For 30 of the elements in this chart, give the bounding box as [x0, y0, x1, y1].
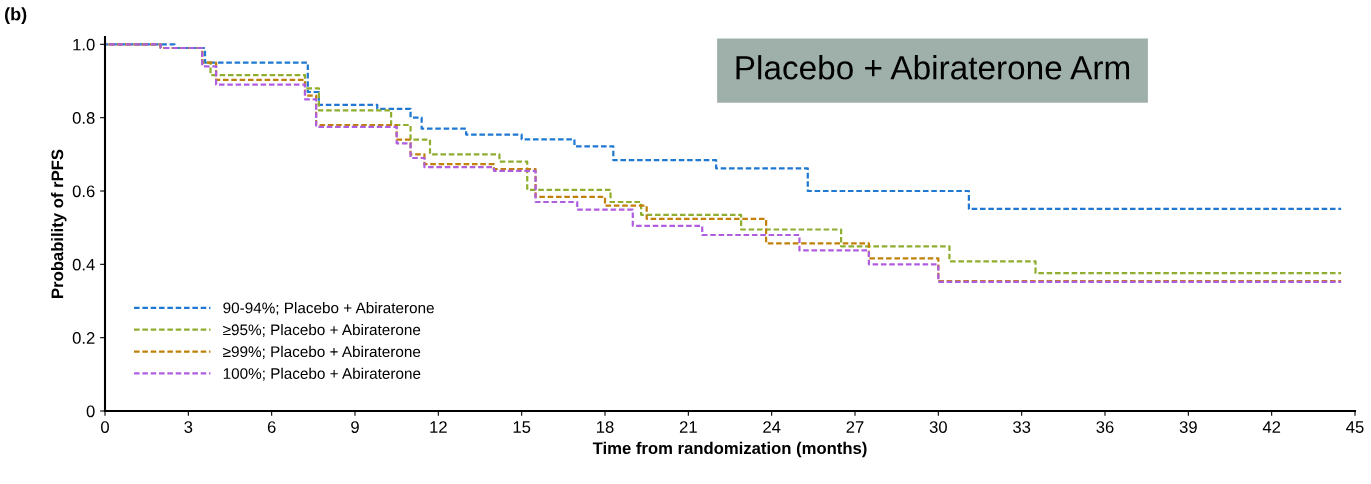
x-tick-label: 0: [101, 421, 109, 433]
y-tick-label: 0.6: [72, 185, 95, 198]
x-tick-label: 30: [929, 421, 947, 433]
x-tick-label: 3: [184, 421, 193, 433]
x-tick-label: 6: [267, 421, 276, 433]
x-tick-label: 15: [513, 421, 531, 433]
x-tick-label: 27: [846, 421, 864, 433]
x-tick-label: 21: [679, 421, 697, 433]
legend-label: ≥99%; Placebo + Abiraterone: [223, 345, 421, 359]
y-tick-label: 0.2: [72, 332, 95, 344]
text: (b): [5, 7, 27, 25]
x-tick-label: 18: [597, 421, 614, 433]
legend-label: 100%; Placebo + Abiraterone: [223, 367, 421, 381]
y-tick-label: 0: [86, 405, 95, 418]
x-tick-label: 33: [1013, 421, 1031, 433]
y-tick-label: 0.8: [72, 112, 95, 124]
x-tick-label: 42: [1262, 421, 1281, 433]
y-tick-label: 0.4: [72, 258, 95, 271]
x-axis-title: Time from randomization (months): [592, 441, 867, 458]
chart-title: Placebo + Abiraterone Arm: [736, 55, 1130, 80]
x-tick-label: 24: [763, 421, 781, 433]
legend-label: ≥95%; Placebo + Abiraterone: [223, 323, 421, 337]
x-tick-label: 9: [351, 421, 359, 433]
y-axis-title: Probability of rPFS: [51, 149, 67, 298]
x-tick-label: 12: [430, 421, 447, 433]
x-tick-label: 45: [1346, 421, 1364, 433]
x-tick-label: 39: [1179, 421, 1197, 433]
x-tick-label: 36: [1096, 421, 1114, 433]
legend-label: 90-94%; Placebo + Abiraterone: [223, 302, 434, 316]
y-tick-label: 1.0: [73, 38, 95, 51]
